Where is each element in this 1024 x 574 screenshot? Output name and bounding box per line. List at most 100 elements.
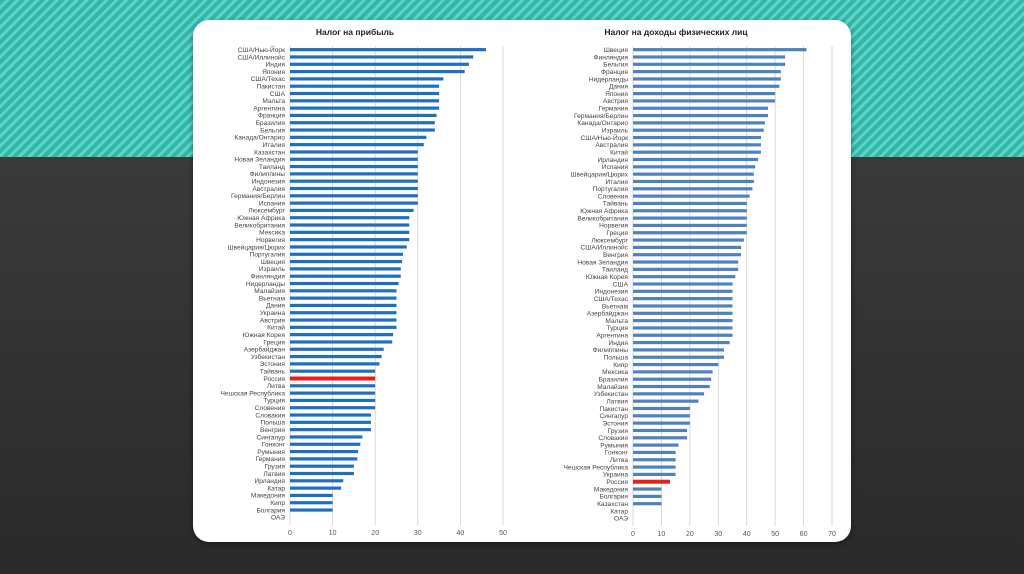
income-bar	[633, 406, 690, 411]
category-label: Греция	[263, 339, 285, 346]
category-label: Люксембург	[248, 207, 285, 215]
category-label: Кипр	[613, 362, 628, 369]
category-label: Украина	[260, 310, 285, 317]
income-bar	[633, 48, 807, 52]
category-label: Болгария	[256, 507, 285, 514]
income-bar	[633, 487, 662, 491]
x-tick-label: 60	[800, 531, 808, 538]
profit-bar	[290, 471, 354, 476]
category-label: Азербайджан	[244, 346, 286, 354]
category-label: Бельгия	[603, 62, 628, 69]
category-label: Канада/Онтарио	[577, 120, 628, 127]
profit-bar	[290, 157, 418, 161]
category-label: Бразилия	[256, 120, 286, 127]
profit-bar	[290, 77, 444, 81]
income-bar	[633, 289, 733, 293]
category-label: Южная Африка	[580, 208, 628, 215]
category-label: Франция	[601, 69, 628, 76]
category-label: Финляндия	[251, 273, 286, 280]
category-label: Бельгия	[260, 127, 285, 134]
income-bar	[633, 340, 730, 345]
chart-title-profit-tax: Налог на прибыль	[316, 27, 394, 37]
category-label: Пакистан	[599, 406, 628, 413]
category-label: Индонезия	[252, 178, 286, 185]
profit-bar	[290, 186, 418, 191]
profit-bar	[290, 135, 427, 139]
x-tick-label: 0	[631, 531, 635, 538]
profit-tax-chart: 0 10 20 30 40 50 США/Нью-ЙоркСША/ИллинойсИндия…	[221, 45, 507, 537]
profit-bar	[290, 457, 358, 461]
income-bar	[633, 260, 739, 264]
income-bar	[633, 362, 719, 367]
category-label: Вьетнам	[259, 295, 286, 302]
income-bar	[633, 223, 747, 228]
profit-bar	[290, 106, 440, 110]
income-bar	[633, 355, 724, 359]
category-label: Сингапур	[600, 413, 629, 420]
category-label: Норвегия	[256, 237, 285, 244]
profit-bar	[290, 121, 435, 125]
income-bar-russia	[633, 479, 670, 484]
category-label: Сингапур	[257, 434, 286, 441]
category-label: Россия	[606, 479, 628, 486]
income-bar	[633, 172, 754, 176]
category-label: Ирландия	[598, 157, 629, 164]
category-label: США/Нью-Йорк	[238, 45, 285, 54]
category-label: Новая Зеландия	[577, 259, 628, 266]
category-label: Польша	[603, 355, 628, 362]
category-label: Великобритания	[577, 214, 628, 222]
category-label: Узбекистан	[594, 390, 629, 398]
x-tick-label: 20	[686, 531, 694, 538]
category-label: Румыния	[600, 442, 628, 449]
profit-bar	[290, 325, 397, 329]
category-label: Греция	[606, 230, 628, 237]
income-bar	[633, 113, 769, 118]
category-label: Мальта	[262, 98, 285, 105]
income-bar	[633, 348, 724, 352]
profit-bar	[290, 303, 397, 308]
profit-bar	[290, 493, 333, 498]
income-bar	[633, 106, 769, 110]
category-label: Казахстан	[597, 501, 628, 508]
profit-bar	[290, 508, 333, 512]
x-tick-label: 0	[288, 530, 292, 537]
profit-bar	[290, 347, 384, 351]
category-label: Италия	[263, 142, 286, 149]
income-bar	[633, 201, 747, 206]
category-label: Македония	[594, 486, 629, 493]
category-label: Грузия	[608, 428, 629, 435]
income-bar	[633, 143, 761, 147]
category-label: Австралия	[252, 186, 285, 193]
profit-bar	[290, 55, 474, 59]
category-label: Болгария	[599, 494, 628, 501]
category-label: Эстония	[259, 361, 285, 368]
category-label: Португалия	[250, 252, 286, 259]
profit-bar	[290, 384, 376, 388]
category-label: США/Техас	[594, 296, 629, 303]
category-label: Катар	[267, 485, 285, 492]
profit-bar	[290, 194, 418, 198]
profit-bar	[290, 48, 486, 52]
category-label: Румыния	[257, 449, 285, 456]
income-bar	[633, 128, 764, 132]
x-tick-label: 10	[329, 530, 337, 537]
income-bar	[633, 443, 679, 447]
category-label: Тайвань	[260, 367, 286, 375]
category-label: Пакистан	[256, 83, 285, 90]
x-tick-label: 70	[828, 531, 836, 538]
category-label: Италия	[606, 179, 629, 186]
category-label: Испания	[602, 164, 629, 171]
category-label: Япония	[262, 69, 285, 76]
category-label: Литва	[610, 457, 628, 464]
x-tick-label: 30	[714, 531, 722, 538]
category-label: Канада/Онтарио	[234, 135, 285, 142]
profit-bar	[290, 62, 469, 66]
income-bar	[633, 377, 712, 381]
category-label: Тайвань	[603, 200, 629, 208]
category-label: Венгрия	[603, 252, 628, 259]
category-label: Германия/Берлин	[231, 193, 285, 200]
profit-bar	[290, 449, 359, 454]
category-label: Индия	[266, 62, 286, 69]
income-bar	[633, 450, 676, 455]
income-bar	[633, 326, 733, 330]
